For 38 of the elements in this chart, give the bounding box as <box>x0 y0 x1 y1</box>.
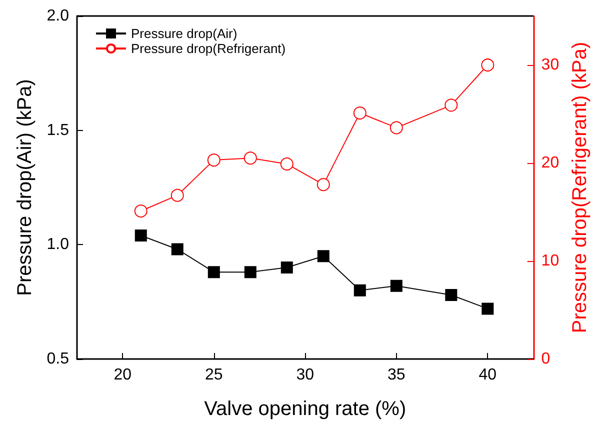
point <box>482 302 494 315</box>
x-tick-label: 20 <box>114 366 132 384</box>
point <box>316 178 330 192</box>
x-tick-label: 25 <box>204 366 223 384</box>
point <box>280 157 294 170</box>
x-tick-label: 40 <box>478 366 497 384</box>
point <box>208 266 220 278</box>
point <box>481 58 494 72</box>
y2-tick-label: 0 <box>541 350 550 368</box>
point <box>171 243 184 256</box>
y-tick-label: 2.0 <box>46 8 70 24</box>
y2-axis-title: Pressure drop(Refrigerant) (kPa) <box>569 42 591 334</box>
legend-label: Pressure drop(Air) <box>131 26 238 41</box>
y-tick-label: 1.0 <box>46 236 70 254</box>
x-tick-label: 35 <box>388 366 406 384</box>
point <box>280 262 293 274</box>
x-tick-label: 30 <box>296 366 314 384</box>
point <box>353 106 366 120</box>
point <box>170 188 184 202</box>
point <box>317 250 330 262</box>
y2-tick-label: 20 <box>541 154 560 172</box>
legend-label: Pressure drop(Refrigerant) <box>131 41 286 56</box>
y2-tick-label: 10 <box>541 252 560 270</box>
x-axis-title: Valve opening rate (%) <box>204 398 406 420</box>
y-tick-label: 1.5 <box>46 122 70 139</box>
point <box>444 98 458 112</box>
point <box>244 266 256 278</box>
point <box>134 204 148 218</box>
point <box>390 280 402 292</box>
point <box>354 284 366 296</box>
point <box>207 154 220 167</box>
y-tick-label: 0.5 <box>46 350 70 368</box>
point <box>445 288 458 301</box>
point <box>134 230 147 242</box>
y2-tick-label: 30 <box>541 56 560 74</box>
point <box>390 121 403 134</box>
point <box>244 152 257 165</box>
y-axis-title: Pressure drop(Air) (kPa) <box>14 79 36 296</box>
